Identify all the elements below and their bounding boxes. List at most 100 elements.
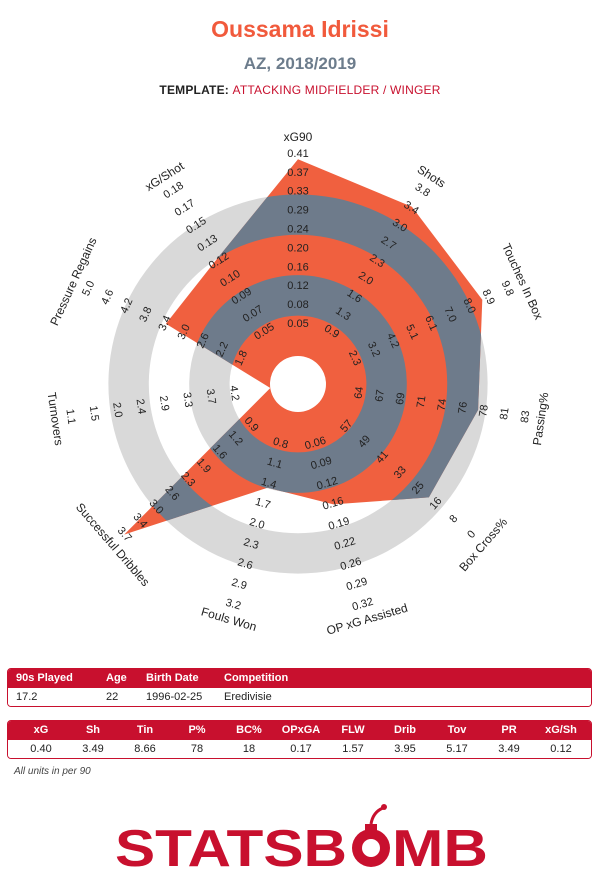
tick-label: 5.0: [80, 279, 97, 298]
info-table-header: 90s Played Age Birth Date Competition: [8, 669, 591, 688]
tick-label: 74: [436, 398, 450, 412]
info-table-row: 17.2 22 1996-02-25 Eredivisie: [8, 688, 591, 706]
tick-label: 0.12: [315, 475, 339, 493]
tick-label: 2.6: [195, 331, 212, 350]
tick-label: 8: [447, 513, 460, 525]
tick-label: 6.1: [422, 314, 439, 333]
value-birth-date: 1996-02-25: [146, 691, 203, 703]
player-name: Oussama Idrissi: [211, 16, 389, 42]
axis-label: Turnovers: [45, 391, 66, 446]
statsbomb-logo: STATSB MB: [115, 804, 488, 872]
stat-value-dribbles: 3.95: [394, 743, 416, 755]
logo-text-left: STATSB: [115, 820, 347, 872]
tick-label: 0.29: [287, 205, 308, 217]
tick-label: 0.08: [287, 299, 308, 311]
tick-label: 0.12: [287, 280, 308, 292]
tick-label: 9.8: [499, 279, 516, 298]
tick-label: 0: [465, 528, 478, 540]
tick-label: 0.09: [309, 455, 333, 473]
team-season: AZ, 2018/2019: [243, 54, 357, 73]
stat-header-passing: P%: [188, 724, 206, 736]
stat-header-xg: xG: [33, 724, 49, 736]
tick-label: 8.0: [460, 296, 477, 315]
axis-label: xG90: [284, 130, 313, 144]
tick-label: 0.19: [327, 515, 351, 533]
template-prefix: TEMPLATE:: [159, 83, 233, 97]
tick-label: 0.32: [351, 596, 375, 614]
tick-label: 83: [519, 410, 533, 424]
tick-label: 0.37: [287, 167, 308, 179]
tick-label: 2.3: [346, 349, 363, 368]
tick-label: 7.0: [441, 305, 458, 324]
tick-label: 1.8: [233, 349, 250, 368]
tick-label: 71: [415, 395, 429, 409]
tick-label: 0.24: [287, 224, 308, 236]
axis-label: Passing%: [530, 391, 552, 446]
tick-label: 0.16: [287, 261, 308, 273]
tick-label: 0.17: [173, 197, 198, 219]
tick-label: 4.2: [384, 331, 401, 350]
tick-label: 2.6: [236, 556, 254, 572]
header-90s-played: 90s Played: [16, 672, 73, 684]
tick-label: 69: [394, 392, 408, 406]
tick-label: 3.0: [176, 323, 193, 342]
logo-text-right: MB: [392, 820, 488, 872]
template-name: ATTACKING MIDFIELDER / WINGER: [232, 83, 441, 97]
stats-table-header: xG Sh Tin P% BC% OPxGA FLW Drib Tov PR x…: [8, 721, 591, 740]
slate-ring: [189, 275, 407, 493]
stat-header-pressure-regains: PR: [501, 724, 517, 736]
tick-label: 8.9: [480, 288, 497, 307]
tick-label: 2.2: [214, 340, 231, 359]
stat-value-touches-in-box: 8.66: [134, 743, 156, 755]
player-band-overlay: [124, 194, 483, 535]
tick-label: 0.41: [287, 148, 308, 160]
header-birth-date: Birth Date: [146, 672, 199, 684]
stat-header-touches-in-box: Tin: [136, 724, 154, 736]
tick-label: 0.05: [287, 318, 308, 330]
value-competition: Eredivisie: [224, 691, 272, 703]
tick-label: 0.26: [339, 556, 363, 574]
tick-label: 3.4: [156, 314, 173, 333]
tick-label: 2.0: [248, 516, 266, 532]
player-polygon-layer: [124, 159, 483, 535]
tick-label: 3.2: [365, 340, 382, 359]
axis-label: Box Cross%: [456, 515, 510, 574]
header-competition: Competition: [224, 672, 289, 684]
stat-value-xg: 0.40: [30, 743, 52, 755]
tick-label: 78: [477, 404, 491, 418]
tick-label: 81: [498, 407, 512, 421]
center-hole: [270, 356, 326, 412]
stat-header-op-xg-assisted: OPxGA: [281, 724, 321, 736]
tick-label: 76: [456, 401, 470, 415]
bomb-icon: [352, 804, 390, 867]
stat-value-xg-per-shot: 0.12: [550, 743, 572, 755]
stat-value-op-xg-assisted: 0.17: [290, 743, 312, 755]
stat-value-fouls-won: 1.57: [342, 743, 364, 755]
stats-table-row: 0.40 3.49 8.66 78 18 0.17 1.57 3.95 5.17…: [8, 740, 591, 758]
header-age: Age: [106, 672, 127, 684]
stat-header-box-cross: BC%: [236, 724, 262, 736]
tick-label: 2.9: [157, 395, 171, 412]
tick-label: 2.3: [242, 536, 260, 552]
tick-label: 0.29: [345, 576, 369, 594]
units-note: All units in per 90: [14, 766, 91, 777]
stat-header-shots: Sh: [85, 724, 101, 736]
stat-value-shots: 3.49: [82, 743, 104, 755]
tick-label: 3.8: [413, 181, 432, 199]
stat-header-fouls-won: FLW: [341, 724, 365, 736]
tick-label: 1.1: [63, 408, 77, 425]
tick-label: 0.20: [287, 242, 308, 254]
tick-label: 2.4: [134, 398, 148, 415]
tick-label: 3.2: [224, 597, 242, 613]
tick-label: 3.3: [180, 391, 194, 408]
info-table: 90s Played Age Birth Date Competition 17…: [7, 668, 592, 707]
tick-label: 4.2: [118, 296, 135, 315]
stat-value-pressure-regains: 3.49: [498, 743, 520, 755]
stats-table: xG Sh Tin P% BC% OPxGA FLW Drib Tov PR x…: [7, 720, 592, 759]
tick-label: 2.9: [230, 576, 248, 592]
tick-label: 67: [373, 389, 387, 403]
tick-label: 4.6: [99, 288, 116, 307]
tick-label: 3.8: [137, 305, 154, 324]
tick-label: 1.5: [87, 405, 101, 422]
stat-value-passing: 78: [190, 743, 204, 755]
